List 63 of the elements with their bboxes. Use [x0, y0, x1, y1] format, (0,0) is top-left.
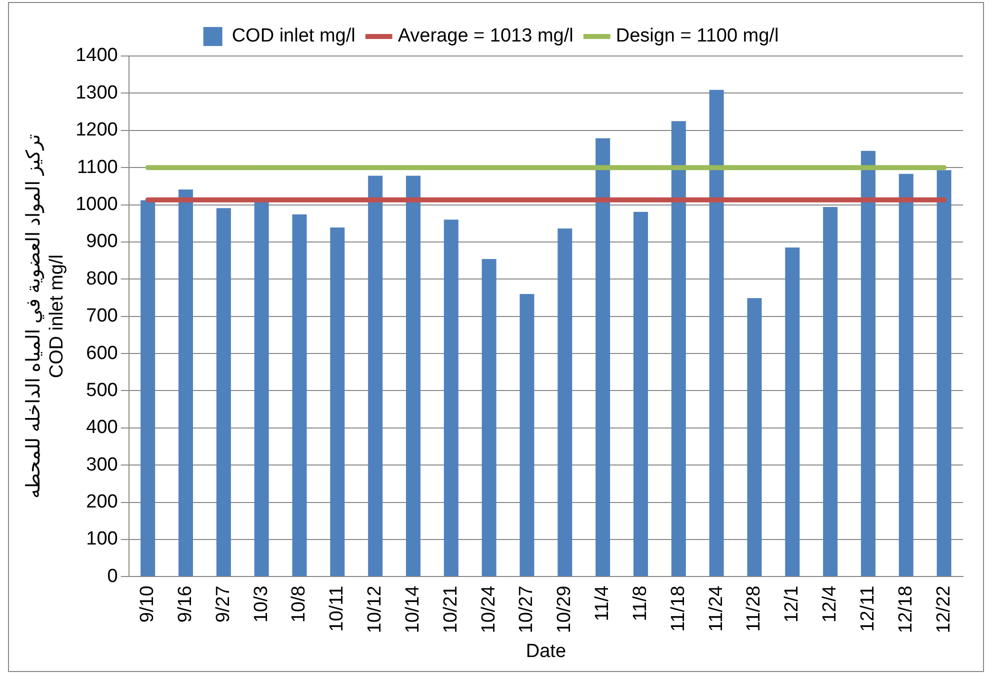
bar — [520, 294, 534, 576]
x-tick-label: 12/4 — [820, 585, 841, 623]
x-tick-label: 11/8 — [630, 586, 651, 622]
y-tick-label: 500 — [86, 380, 118, 401]
y-tick-label: 900 — [86, 231, 118, 252]
bar — [936, 170, 952, 576]
bar — [709, 90, 724, 576]
bar — [823, 206, 838, 576]
y-tick-label: 1300 — [76, 82, 118, 104]
bar — [482, 259, 496, 576]
y-tick-label: 600 — [86, 342, 118, 364]
y-tick-label: 200 — [86, 492, 118, 513]
x-tick-label: 11/24 — [706, 585, 727, 632]
bar — [406, 176, 420, 576]
y-tick-label: 1100 — [77, 156, 118, 178]
bar — [368, 176, 383, 576]
x-tick-label: 10/14 — [402, 585, 424, 634]
x-tick-label: 12/11 — [857, 586, 878, 632]
x-tick-label: 10/21 — [440, 586, 462, 634]
x-tick-label: 10/24 — [478, 585, 500, 634]
x-tick-label: 12/22 — [933, 586, 954, 634]
y-tick-label: 400 — [86, 417, 118, 438]
y-tick-label: 1200 — [76, 120, 118, 141]
x-tick-label: 10/29 — [554, 586, 576, 634]
bar — [860, 150, 876, 576]
legend-label: COD inlet mg/l — [232, 26, 356, 47]
bar — [216, 208, 231, 576]
bar — [596, 138, 610, 576]
y-tick-label: 300 — [86, 454, 118, 476]
y-tick-label: 1400 — [76, 45, 118, 66]
x-tick-label: 9/16 — [174, 586, 196, 623]
bar — [747, 298, 762, 576]
bar — [558, 228, 572, 576]
x-tick-label: 9/27 — [212, 586, 234, 623]
bar — [140, 200, 156, 576]
x-tick-label: 10/8 — [288, 586, 310, 623]
x-tick-label: 10/12 — [364, 586, 386, 634]
y-tick-label: 100 — [86, 528, 118, 550]
x-tick-label: 10/11 — [326, 586, 348, 632]
bar — [444, 220, 458, 576]
bar — [330, 227, 345, 576]
bar — [671, 121, 686, 576]
x-axis-title: Date — [526, 640, 566, 662]
bar — [785, 248, 800, 576]
y-tick-label: 800 — [86, 268, 118, 290]
bar — [254, 202, 269, 576]
x-tick-label: 12/1 — [782, 586, 803, 623]
x-tick-label: 11/28 — [744, 586, 765, 632]
bar — [178, 190, 193, 576]
legend-label: Average = 1013 mg/l — [398, 26, 574, 47]
y-tick-label: 700 — [86, 306, 118, 327]
bar — [292, 214, 307, 576]
y-tick-label: 0 — [107, 566, 118, 587]
x-tick-label: 11/4 — [592, 585, 614, 622]
x-tick-label: 12/18 — [895, 586, 916, 634]
bar — [633, 212, 648, 576]
legend-label: Design = 1100 mg/l — [616, 26, 779, 47]
x-tick-label: 9/10 — [137, 586, 158, 623]
x-tick-label: 10/3 — [250, 586, 272, 623]
x-tick-label: 10/27 — [516, 586, 538, 634]
x-tick-label: 11/18 — [668, 586, 689, 632]
bar — [898, 174, 914, 576]
y-tick-label: 1000 — [76, 194, 118, 215]
